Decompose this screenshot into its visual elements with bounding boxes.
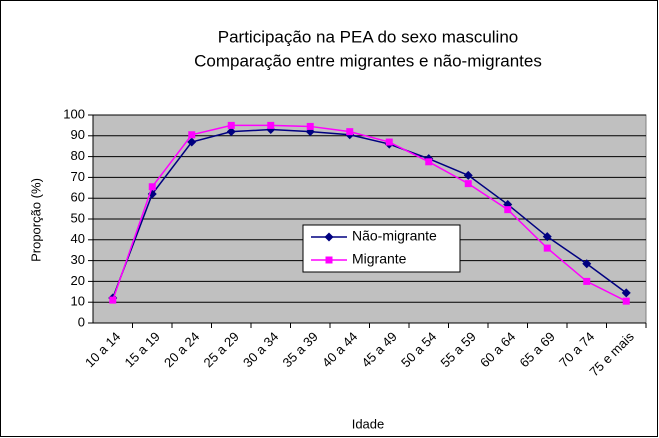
legend-label: Não-migrante — [352, 228, 437, 244]
y-tick-label: 30 — [71, 252, 85, 267]
y-tick-label: 80 — [71, 148, 85, 163]
y-tick-label: 0 — [78, 314, 85, 329]
marker — [306, 122, 314, 130]
chart-title: Participação na PEA do sexo masculino — [218, 27, 519, 46]
marker — [542, 232, 552, 242]
marker — [267, 121, 275, 129]
marker — [226, 127, 236, 137]
marker — [504, 206, 512, 214]
marker — [583, 277, 591, 285]
y-tick-label: 20 — [71, 273, 85, 288]
series-line — [112, 128, 627, 299]
x-axis-label: Idade — [352, 416, 385, 431]
legend-marker — [324, 232, 334, 242]
marker — [621, 288, 631, 298]
series-line — [112, 124, 627, 302]
marker — [109, 296, 117, 304]
y-tick-label: 10 — [71, 294, 85, 309]
marker — [188, 131, 196, 139]
marker — [582, 259, 592, 269]
y-tick-label: 90 — [71, 127, 85, 142]
marker — [227, 121, 235, 129]
marker — [622, 297, 630, 305]
marker — [543, 244, 551, 252]
y-tick-label: 40 — [71, 231, 85, 246]
marker — [187, 137, 197, 147]
y-tick-label: 50 — [71, 210, 85, 225]
y-tick-label: 60 — [71, 190, 85, 205]
y-axis-label: Proporção (%) — [28, 178, 43, 262]
y-tick-label: 70 — [71, 169, 85, 184]
legend-marker — [325, 256, 333, 264]
marker — [463, 170, 473, 180]
chart-subtitle: Comparação entre migrantes e não-migrant… — [194, 51, 542, 70]
marker — [464, 180, 472, 188]
marker — [385, 138, 393, 146]
marker — [425, 158, 433, 166]
y-tick-label: 100 — [63, 106, 85, 121]
marker — [346, 128, 354, 136]
legend-label: Migrante — [352, 251, 407, 267]
marker — [148, 183, 156, 191]
